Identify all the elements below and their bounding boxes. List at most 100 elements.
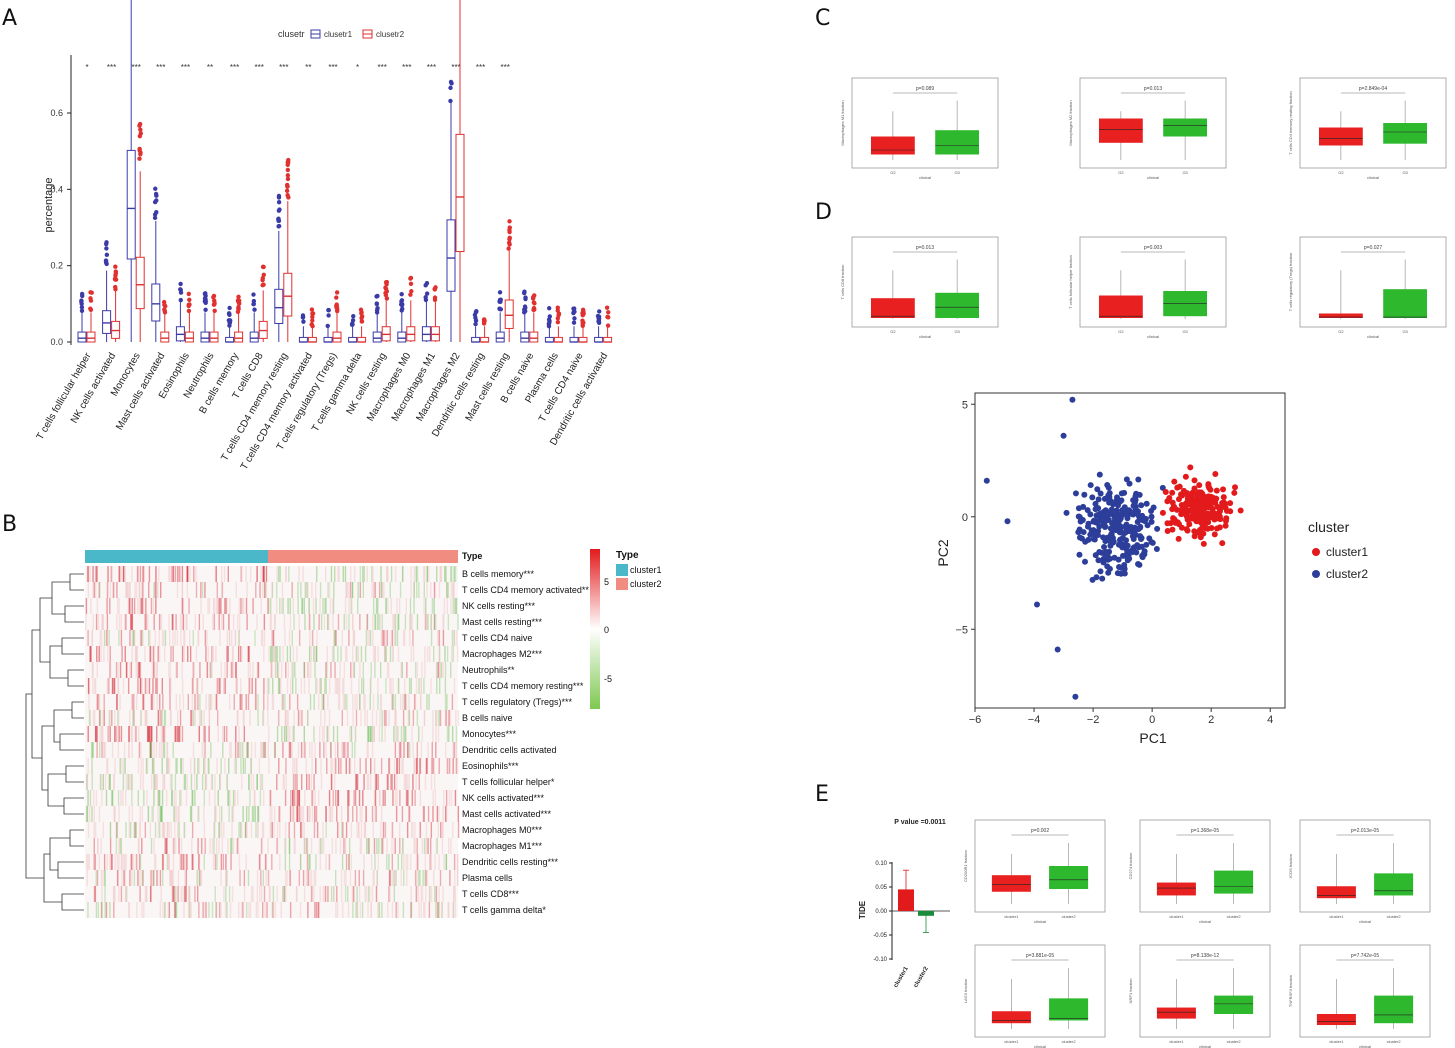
heatmap-cell: [124, 758, 126, 774]
pca-point-cluster1: [1195, 529, 1202, 536]
heatmap-cell: [198, 614, 201, 630]
heatmap-cell: [106, 630, 108, 646]
heatmap-cell: [371, 742, 374, 758]
heatmap-cell: [164, 838, 166, 854]
pca-point-cluster2: [1138, 502, 1145, 509]
heatmap-cell: [453, 630, 456, 646]
small-plot-pvalue: p=2.849e-04: [1359, 86, 1387, 92]
heatmap-cell: [256, 662, 259, 678]
heatmap-cell: [109, 822, 111, 838]
heatmap-cell: [354, 726, 356, 742]
pca-point-cluster2: [1096, 471, 1103, 478]
heatmap-cell: [158, 790, 160, 806]
heatmap-cell: [94, 822, 97, 838]
heatmap-cell: [168, 566, 170, 582]
outlier-point: [423, 283, 428, 288]
heatmap-cell: [400, 742, 402, 758]
pca-point-cluster1: [1164, 498, 1171, 505]
heatmap-cell: [123, 870, 125, 886]
heatmap-cell: [187, 902, 190, 918]
heatmap-cell: [297, 742, 300, 758]
heatmap-cell: [196, 886, 199, 902]
heatmap-cell: [403, 774, 406, 790]
heatmap-cell: [438, 582, 441, 598]
heatmap-cell: [410, 678, 412, 694]
heatmap-cell: [246, 742, 248, 758]
heatmap-cell: [398, 758, 401, 774]
heatmap-cell: [245, 822, 247, 838]
heatmap-cell: [297, 598, 299, 614]
heatmap-cell: [191, 854, 193, 870]
heatmap-cell: [124, 614, 126, 630]
heatmap-cell: [197, 838, 199, 854]
heatmap-cell: [269, 790, 272, 806]
heatmap-cell: [95, 902, 98, 918]
heatmap-cell: [274, 902, 276, 918]
heatmap-cell: [356, 886, 358, 902]
heatmap-cell: [201, 742, 203, 758]
heatmap-cell: [322, 598, 324, 614]
box-body: [397, 331, 407, 343]
heatmap-cell: [330, 742, 332, 758]
heatmap-cell: [103, 630, 106, 646]
heatmap-cell: [443, 566, 446, 582]
heatmap-cell: [322, 822, 324, 838]
heatmap-cell: [90, 598, 92, 614]
heatmap-cell: [316, 678, 318, 694]
pca-point-cluster1: [1219, 499, 1226, 506]
heatmap-cell: [424, 902, 426, 918]
heatmap-cell: [180, 838, 183, 854]
heatmap-row-label: Macrophages M0***: [462, 825, 543, 835]
heatmap-cell: [325, 806, 327, 822]
heatmap-cell: [309, 614, 311, 630]
outlier-point: [507, 219, 512, 224]
heatmap-cell: [124, 854, 126, 870]
small-plot-xlabel: clinical: [1199, 1044, 1211, 1048]
heatmap-cell: [399, 582, 402, 598]
heatmap-cell: [92, 662, 94, 678]
pca-point-cluster1: [1162, 489, 1169, 496]
heatmap-cell: [117, 870, 119, 886]
heatmap-cell: [429, 646, 431, 662]
heatmap-cell: [223, 886, 225, 902]
small-plot-xlabel: clinical: [1034, 1044, 1046, 1048]
box-body: [102, 310, 112, 334]
heatmap-cell: [106, 678, 109, 694]
heatmap-cell: [159, 806, 161, 822]
heatmap-cell: [131, 598, 133, 614]
heatmap-cell: [188, 886, 190, 902]
tide-y-tick-label: -0.10: [873, 957, 887, 963]
heatmap-cell: [251, 678, 253, 694]
heatmap-cell: [172, 854, 175, 870]
heatmap-cell: [183, 822, 185, 838]
heatmap-cell: [381, 902, 383, 918]
heatmap-cell: [432, 710, 434, 726]
heatmap-cell: [411, 614, 413, 630]
heatmap-cell: [206, 662, 209, 678]
heatmap-cell: [219, 806, 221, 822]
heatmap-cell: [355, 774, 357, 790]
tide-title: P value =0.0011: [894, 819, 946, 826]
heatmap-cell: [442, 662, 444, 678]
pca-point-cluster1: [1199, 508, 1206, 515]
outlier-point: [152, 199, 158, 205]
heatmap-cell: [254, 790, 256, 806]
heatmap-cell: [157, 710, 159, 726]
heatmap-cell: [336, 886, 338, 902]
heatmap-cell: [396, 774, 398, 790]
heatmap-cell: [173, 838, 175, 854]
heatmap-cell: [425, 886, 427, 902]
heatmap-cell: [270, 614, 272, 630]
heatmap-cell: [375, 710, 378, 726]
heatmap-cell: [306, 806, 309, 822]
heatmap-cell: [315, 678, 317, 694]
small-plot-pvalue: p=0.089: [916, 86, 934, 92]
heatmap-cell: [408, 806, 410, 822]
heatmap-cell: [144, 710, 147, 726]
heatmap-cell: [172, 566, 175, 582]
heatmap-cell: [256, 774, 258, 790]
heatmap-cell: [390, 630, 392, 646]
heatmap-cell: [307, 870, 309, 886]
heatmap-cell: [386, 566, 389, 582]
outlier-point: [383, 285, 388, 290]
